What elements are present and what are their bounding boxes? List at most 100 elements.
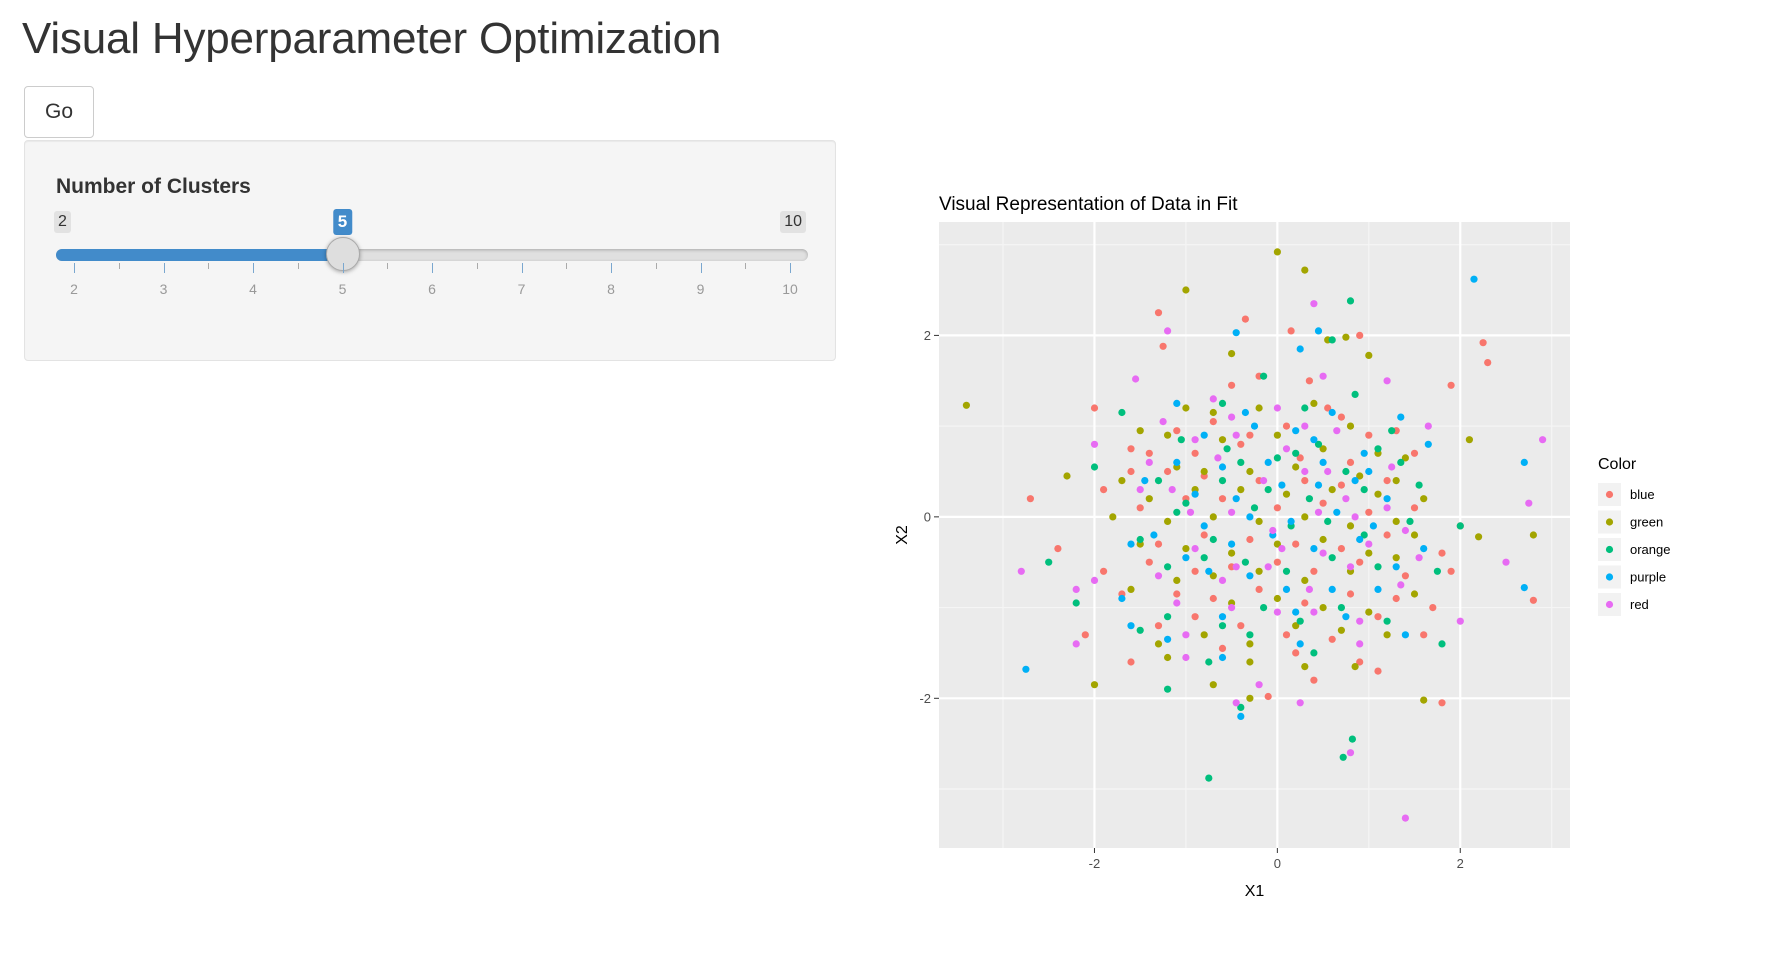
data-point-green [1319, 535, 1327, 544]
slider-minor-tick [118, 263, 120, 269]
data-point-purple [1278, 481, 1286, 489]
data-point-orange [1339, 753, 1347, 761]
data-point-red [1232, 431, 1240, 439]
legend-key-point-blue [1605, 490, 1614, 499]
data-point-red [1214, 454, 1222, 462]
data-point-green [1365, 351, 1373, 359]
data-point-purple [1173, 399, 1181, 407]
data-point-blue [1246, 535, 1254, 544]
x-tick-label: -2 [1089, 856, 1101, 871]
data-point-orange [1415, 481, 1423, 489]
data-point-red [1539, 436, 1547, 444]
data-point-green [1273, 248, 1281, 256]
slider-minor-tick [297, 263, 299, 269]
data-point-green [1392, 517, 1400, 526]
slider-tick-label: 8 [607, 281, 615, 297]
data-point-blue [1218, 495, 1227, 503]
data-point-orange [1324, 517, 1332, 526]
data-point-orange [1305, 495, 1313, 503]
data-point-orange [1383, 617, 1391, 625]
data-point-orange [1154, 477, 1163, 485]
data-point-green [1273, 540, 1281, 548]
data-point-green [1301, 513, 1309, 521]
data-point-green [1063, 472, 1071, 480]
data-point-blue [1273, 558, 1281, 566]
data-point-blue [1255, 585, 1263, 594]
data-point-purple [1314, 327, 1323, 335]
data-point-blue [1328, 635, 1336, 643]
data-point-red [1260, 477, 1268, 485]
data-point-green [1164, 517, 1172, 526]
data-point-red [1145, 458, 1153, 466]
legend-key-point-orange [1605, 545, 1614, 554]
data-point-blue [1337, 545, 1345, 553]
data-point-blue [1310, 567, 1318, 575]
data-point-purple [1397, 413, 1405, 421]
data-point-purple [1141, 477, 1149, 485]
data-point-blue [1365, 431, 1373, 439]
data-point-orange [1296, 617, 1304, 625]
data-point-purple [1182, 554, 1190, 562]
legend-key-point-red [1605, 600, 1614, 609]
data-point-orange [1342, 467, 1350, 476]
data-point-red [1346, 563, 1355, 571]
data-point-orange [1173, 508, 1181, 516]
data-point-purple [1264, 458, 1272, 466]
data-point-green [1246, 658, 1254, 666]
data-point-blue [1324, 404, 1332, 412]
data-point-red [1159, 418, 1167, 426]
data-point-purple [1127, 622, 1135, 630]
data-point-blue [1383, 531, 1391, 539]
data-point-purple [1241, 408, 1249, 417]
data-point-blue [1100, 486, 1108, 494]
slider-minor-tick [208, 263, 210, 269]
slider-tick-label: 9 [696, 281, 705, 297]
slider-major-tick [611, 263, 612, 273]
data-point-blue [1301, 477, 1309, 485]
data-point-green [1173, 576, 1181, 585]
data-point-red [1232, 563, 1240, 571]
data-point-green [1337, 626, 1345, 634]
data-point-orange [1397, 458, 1405, 466]
data-point-red [1090, 576, 1099, 585]
data-point-blue [1218, 644, 1227, 653]
go-button[interactable]: Go [24, 86, 94, 138]
data-point-red [1218, 576, 1227, 585]
data-point-blue [1356, 558, 1364, 566]
data-point-red [1273, 404, 1281, 412]
data-point-red [1397, 581, 1405, 589]
data-point-blue [1237, 622, 1245, 630]
slider-track[interactable] [56, 249, 808, 261]
data-point-blue [1241, 315, 1249, 323]
data-point-purple [1218, 653, 1227, 662]
data-point-blue [1127, 658, 1135, 666]
data-point-green [1255, 404, 1263, 412]
data-point-orange [1136, 626, 1144, 634]
data-point-purple [1424, 440, 1432, 448]
data-point-red [1319, 549, 1327, 557]
data-point-blue [1292, 540, 1300, 548]
data-point-purple [1296, 345, 1304, 353]
data-point-purple [1328, 585, 1336, 594]
data-point-green [1342, 333, 1350, 341]
data-point-purple [1296, 640, 1304, 648]
slider-tick-label: 10 [782, 281, 798, 297]
data-point-red [1191, 545, 1199, 553]
data-point-blue [1191, 567, 1199, 575]
data-point-orange [1433, 567, 1441, 575]
data-point-green [1319, 604, 1327, 612]
data-point-purple [1232, 495, 1240, 503]
data-point-green [1182, 286, 1190, 294]
data-point-red [1255, 681, 1263, 689]
data-point-green [1328, 486, 1336, 494]
data-point-red [1072, 585, 1080, 594]
data-point-orange [1177, 436, 1185, 444]
data-point-purple [1383, 495, 1391, 503]
data-point-red [1415, 554, 1423, 562]
data-point-green [1420, 495, 1428, 503]
data-point-blue [1479, 339, 1487, 347]
data-point-blue [1429, 604, 1437, 612]
data-point-blue [1292, 649, 1300, 657]
y-axis-title: X2 [894, 525, 911, 545]
data-point-blue [1090, 404, 1099, 412]
